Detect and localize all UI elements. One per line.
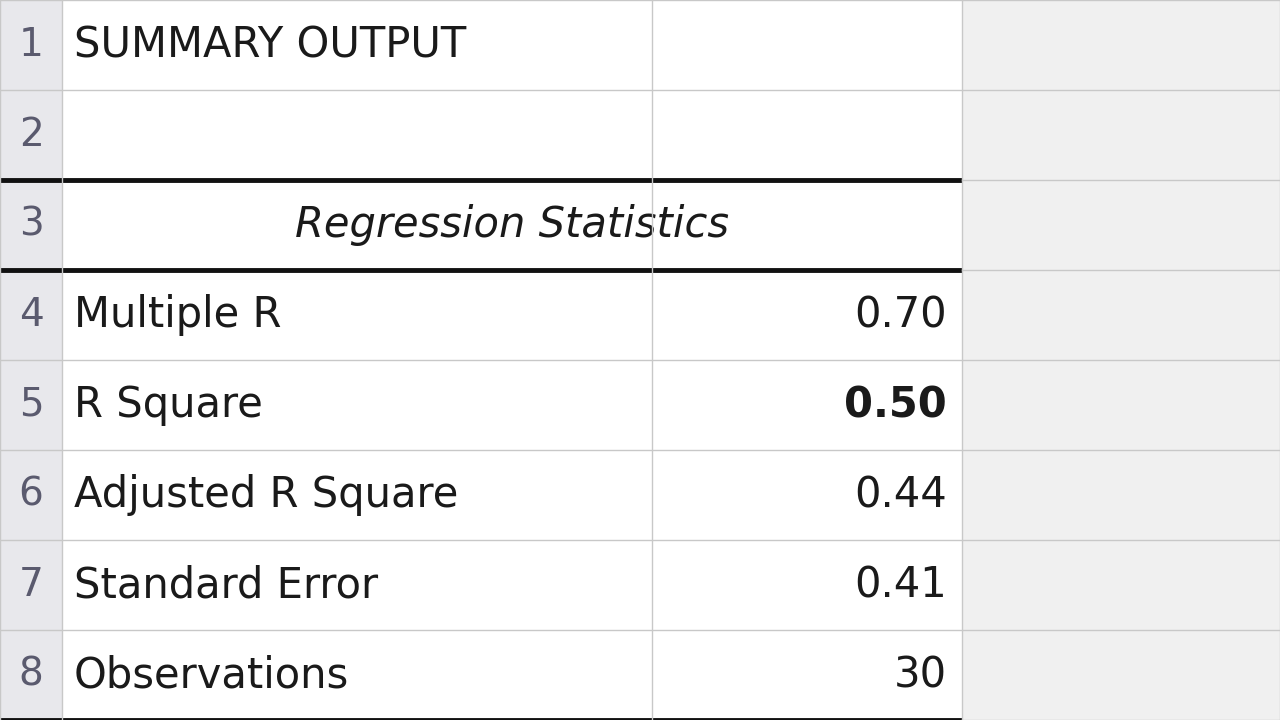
Bar <box>0 90 61 180</box>
Text: 7: 7 <box>19 566 44 604</box>
Text: Multiple R: Multiple R <box>74 294 282 336</box>
Bar <box>0 360 61 450</box>
Bar <box>963 0 1280 720</box>
Bar <box>61 0 963 720</box>
Text: 0.44: 0.44 <box>854 474 947 516</box>
Text: 4: 4 <box>19 296 44 334</box>
Text: 1: 1 <box>19 26 44 64</box>
Text: Standard Error: Standard Error <box>74 564 378 606</box>
Bar <box>0 0 61 720</box>
Bar <box>0 450 61 540</box>
Text: R Square: R Square <box>74 384 262 426</box>
Text: Adjusted R Square: Adjusted R Square <box>74 474 458 516</box>
Text: 2: 2 <box>19 116 44 154</box>
Text: 3: 3 <box>19 206 44 244</box>
Text: 30: 30 <box>893 654 947 696</box>
Text: SUMMARY OUTPUT: SUMMARY OUTPUT <box>74 24 466 66</box>
Text: 0.41: 0.41 <box>854 564 947 606</box>
Bar <box>0 270 61 360</box>
Text: 0.70: 0.70 <box>854 294 947 336</box>
Bar <box>0 630 61 720</box>
Text: 8: 8 <box>19 656 44 694</box>
Text: 5: 5 <box>19 386 44 424</box>
Text: Regression Statistics: Regression Statistics <box>294 204 730 246</box>
Bar <box>0 180 61 270</box>
Bar <box>0 0 61 90</box>
Text: 6: 6 <box>19 476 44 514</box>
Bar <box>0 540 61 630</box>
Text: Observations: Observations <box>74 654 349 696</box>
Text: 0.50: 0.50 <box>845 384 947 426</box>
